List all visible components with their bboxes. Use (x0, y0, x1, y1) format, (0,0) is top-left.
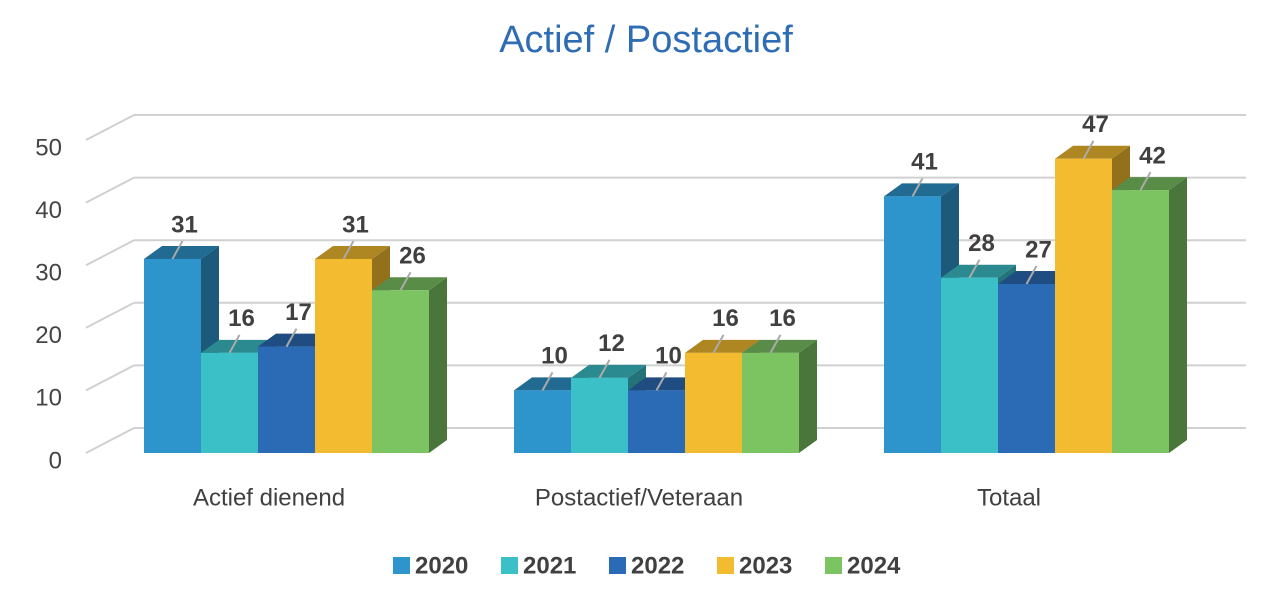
label-leader (285, 328, 298, 348)
data-label: 17 (285, 299, 312, 326)
bar-top (144, 245, 219, 259)
data-label: 26 (399, 243, 426, 270)
bar-top (1055, 145, 1130, 159)
legend-label: 2023 (739, 552, 792, 579)
data-label: 16 (769, 305, 796, 332)
bar-front (742, 352, 799, 453)
grid-line-depth (85, 301, 135, 329)
bar-top (315, 245, 390, 259)
label-leader (1025, 265, 1038, 285)
bar-top (742, 339, 817, 353)
bar-front (1055, 158, 1112, 453)
x-tick-label: Actief dienend (193, 484, 345, 511)
label-leader (655, 371, 668, 391)
y-tick-label: 50 (35, 134, 62, 161)
bar-top (685, 339, 760, 353)
bar-front (685, 352, 742, 453)
data-label: 10 (655, 343, 682, 370)
bar-top (514, 377, 589, 391)
bar-top (258, 333, 333, 347)
bar-side (1169, 177, 1187, 453)
grid-line-depth (85, 114, 135, 141)
bar (742, 339, 817, 453)
grid-line-depth (85, 364, 135, 392)
grid-line-depth (85, 176, 135, 204)
label-leader (228, 334, 241, 354)
bar-front (884, 196, 941, 453)
legend-swatch (609, 557, 626, 574)
bar-front (372, 290, 429, 453)
chart-title: Actief / Postactief (499, 19, 793, 61)
bar-top (571, 364, 646, 378)
bar-front (941, 277, 998, 453)
bar (372, 277, 447, 453)
bar-top (201, 339, 276, 353)
bar-top (1112, 177, 1187, 191)
data-label: 28 (968, 230, 995, 257)
legend-label: 2024 (847, 552, 901, 579)
y-tick-label: 0 (49, 447, 62, 474)
data-label: 31 (342, 211, 369, 238)
data-label: 41 (911, 149, 938, 176)
x-tick-label: Totaal (977, 484, 1041, 511)
bar-front (628, 390, 685, 453)
data-label: 16 (712, 305, 739, 332)
bar-side (429, 277, 447, 453)
data-label: 10 (541, 343, 568, 370)
bar-front (144, 258, 201, 453)
y-tick-label: 30 (35, 260, 62, 287)
bar-top (884, 183, 959, 197)
label-leader (1139, 171, 1152, 191)
bar-top (372, 277, 447, 291)
bar-front (258, 346, 315, 453)
bar-front (998, 283, 1055, 453)
bar-front (315, 258, 372, 453)
bar-top (998, 270, 1073, 284)
label-leader (598, 359, 611, 379)
grid-line-depth (85, 239, 135, 267)
legend-swatch (393, 557, 410, 574)
data-label: 47 (1082, 111, 1109, 138)
label-leader (171, 240, 184, 260)
legend-label: 2021 (523, 552, 576, 579)
label-leader (342, 240, 355, 260)
y-tick-label: 40 (35, 197, 62, 224)
label-leader (399, 271, 412, 291)
bar-top (628, 377, 703, 391)
label-leader (968, 259, 981, 279)
bar-top (941, 264, 1016, 278)
data-label: 12 (598, 330, 625, 357)
bar-front (201, 352, 258, 453)
label-leader (541, 371, 554, 391)
legend-swatch (825, 557, 842, 574)
data-label: 42 (1139, 142, 1166, 169)
data-label: 27 (1025, 236, 1052, 263)
label-leader (911, 177, 924, 197)
bar-front (514, 390, 571, 453)
y-tick-label: 10 (35, 385, 62, 412)
label-leader (1082, 140, 1095, 160)
data-label: 16 (228, 305, 255, 332)
data-label: 31 (171, 211, 198, 238)
legend-label: 2022 (631, 552, 684, 579)
grid-line-depth (85, 427, 135, 454)
label-leader (769, 334, 782, 354)
bar (1112, 177, 1187, 453)
y-tick-label: 20 (35, 322, 62, 349)
legend-swatch (717, 557, 734, 574)
bar-front (571, 377, 628, 453)
x-tick-label: Postactief/Veteraan (535, 484, 743, 511)
bar-side (799, 339, 817, 453)
label-leader (712, 334, 725, 354)
legend-label: 2020 (415, 552, 468, 579)
bar-front (1112, 190, 1169, 453)
legend-swatch (501, 557, 518, 574)
